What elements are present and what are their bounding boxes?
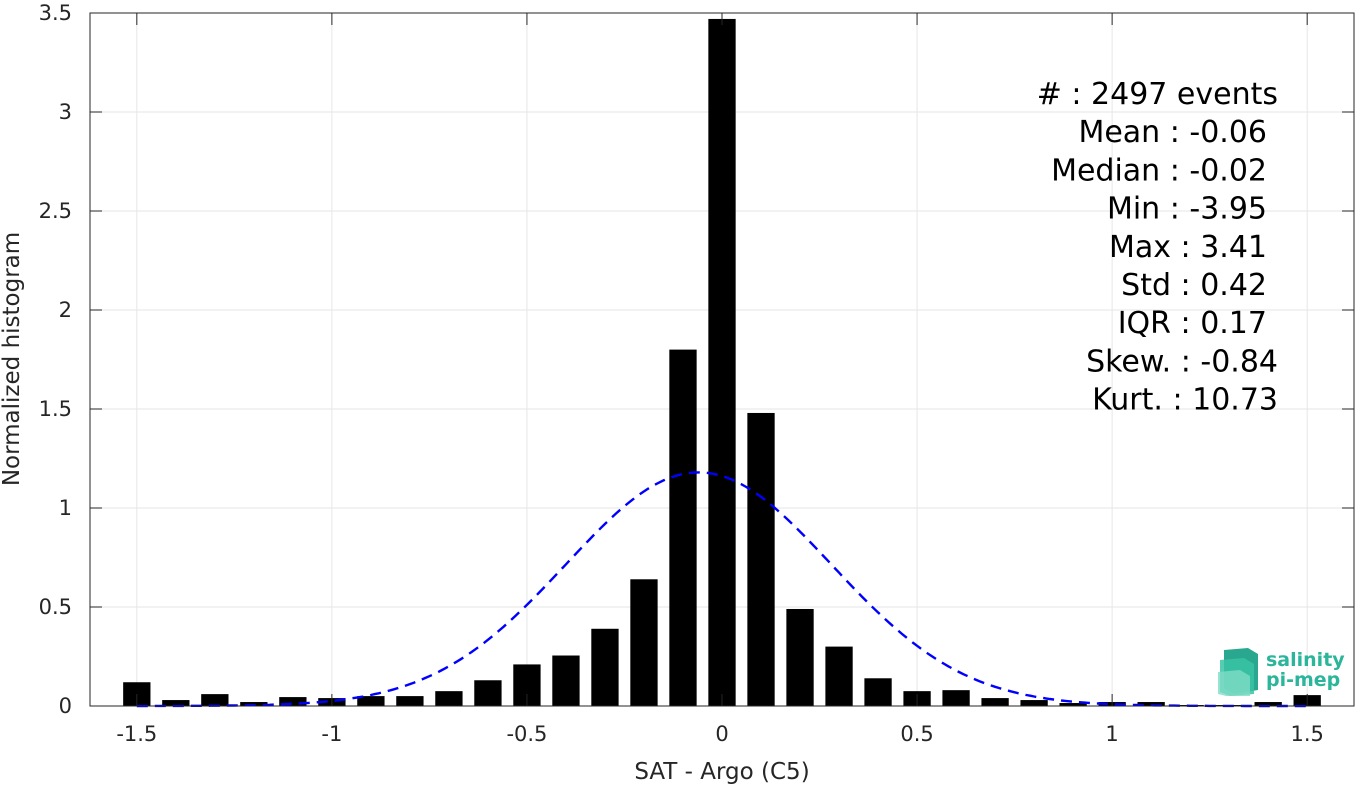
- x-tick-label: -0.5: [506, 722, 547, 746]
- histogram-bar: [201, 694, 229, 706]
- stats-line: Skew. : -0.84: [1086, 344, 1278, 379]
- y-tick-label: 3.5: [39, 1, 72, 25]
- y-tick-labels: 0 0.5 1 1.5 2 2.5 3 3.5: [39, 1, 72, 718]
- y-tick-label: 0: [59, 694, 72, 718]
- histogram-bar: [396, 696, 424, 706]
- stats-line: Mean : -0.06: [1078, 115, 1267, 150]
- stats-line: Min : -3.95: [1107, 192, 1267, 227]
- histogram-bar: [630, 579, 658, 706]
- histogram-bar: [786, 608, 814, 706]
- y-tick-label: 2.5: [39, 199, 72, 223]
- histogram-bar: [591, 628, 619, 706]
- x-tick-label: 1: [1105, 722, 1118, 746]
- x-tick-label: -1: [321, 722, 342, 746]
- histogram-bar: [825, 646, 853, 706]
- histogram-bar: [864, 678, 892, 706]
- histogram-bar: [474, 680, 502, 706]
- x-axis-label: SAT - Argo (C5): [634, 759, 809, 785]
- histogram-bar: [1059, 703, 1087, 706]
- x-tick-label: -1.5: [116, 722, 157, 746]
- stats-line: IQR : 0.17: [1118, 306, 1267, 341]
- histogram-bar: [279, 697, 307, 706]
- stats-line: Std : 0.42: [1121, 268, 1267, 303]
- y-tick-label: 1.5: [39, 397, 72, 421]
- stats-line: Kurt. : 10.73: [1092, 383, 1278, 418]
- histogram-bar: [357, 696, 385, 706]
- tick-marks: [90, 12, 1354, 707]
- y-axis-label: Normalized histogram: [0, 232, 25, 486]
- stats-line: Max : 3.41: [1109, 230, 1267, 265]
- x-tick-label: 0: [715, 722, 728, 746]
- histogram-bar: [162, 700, 190, 706]
- x-tick-labels: -1.5 -1 -0.5 0 0.5 1 1.5: [116, 722, 1324, 746]
- x-tick-label: 0.5: [900, 722, 933, 746]
- logo-line1: salinity: [1266, 649, 1345, 671]
- histogram-bar: [942, 690, 970, 706]
- x-tick-label: 1.5: [1290, 722, 1323, 746]
- histogram-bar: [1020, 700, 1048, 706]
- y-tick-label: 3: [59, 100, 72, 124]
- y-tick-label: 2: [59, 298, 72, 322]
- histogram-bar: [435, 691, 463, 706]
- histogram-bar: [708, 18, 736, 706]
- histogram-bar: [552, 655, 580, 706]
- stats-line: Median : -0.02: [1051, 153, 1267, 188]
- histogram-bar: [1254, 702, 1282, 706]
- y-tick-label: 0.5: [39, 595, 72, 619]
- stats-line: # : 2497 events: [1037, 77, 1278, 112]
- y-tick-label: 1: [59, 496, 72, 520]
- salinity-pi-mep-logo: salinity pi-mep: [1218, 648, 1345, 696]
- histogram-bar: [1137, 702, 1165, 706]
- histogram-bar: [669, 349, 697, 706]
- histogram-bar: [747, 412, 775, 706]
- logo-line2: pi-mep: [1266, 669, 1340, 691]
- bars-group: [123, 18, 1321, 706]
- histogram-bar: [981, 698, 1009, 706]
